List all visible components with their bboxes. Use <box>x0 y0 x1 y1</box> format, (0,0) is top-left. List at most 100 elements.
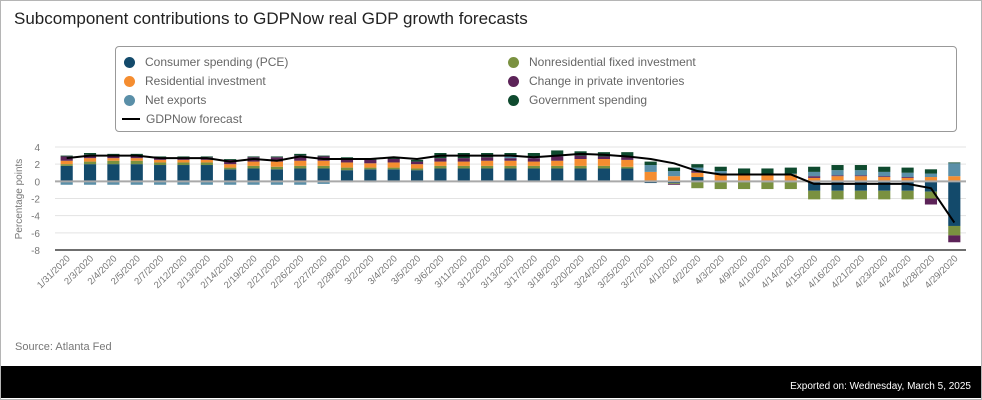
bar-segment-res[interactable] <box>317 160 330 166</box>
legend-item-gdpnow[interactable]: GDPNow forecast <box>122 111 242 127</box>
bar-segment-pce[interactable] <box>924 181 938 192</box>
bar-segment-inv[interactable] <box>107 155 120 159</box>
bar-segment-nx[interactable] <box>177 181 190 185</box>
bar-segment-res[interactable] <box>107 158 120 161</box>
bar-segment-nrfi[interactable] <box>667 183 681 184</box>
bar-segment-nrfi[interactable] <box>901 190 914 200</box>
bar-segment-nrfi[interactable] <box>434 165 447 169</box>
bar-segment-nrfi[interactable] <box>878 190 891 200</box>
bar-segment-gov[interactable] <box>667 167 681 172</box>
bar-segment-pce[interactable] <box>294 168 307 182</box>
bar-segment-res[interactable] <box>574 159 587 166</box>
bar-segment-gov[interactable] <box>831 165 844 171</box>
bar-segment-res[interactable] <box>878 177 891 182</box>
bar-segment-nx[interactable] <box>224 181 237 185</box>
bar-segment-inv[interactable] <box>364 159 377 164</box>
bar-segment-res[interactable] <box>948 176 961 182</box>
bar-segment-gov[interactable] <box>83 153 97 155</box>
bar-segment-nrfi[interactable] <box>621 166 634 169</box>
bar-segment-nx[interactable] <box>714 171 727 174</box>
bar-segment-nx[interactable] <box>878 171 891 177</box>
bar-segment-nx[interactable] <box>83 181 97 185</box>
bar-segment-pce[interactable] <box>60 165 73 182</box>
bar-segment-nrfi[interactable] <box>761 182 774 190</box>
bar-segment-nrfi[interactable] <box>527 165 540 169</box>
bar-segment-pce[interactable] <box>247 168 260 182</box>
bar-segment-res[interactable] <box>691 172 704 178</box>
bar-segment-nrfi[interactable] <box>784 182 797 190</box>
bar-segment-pce[interactable] <box>621 168 634 182</box>
bar-segment-res[interactable] <box>644 171 657 181</box>
bar-segment-res[interactable] <box>364 163 377 168</box>
bar-segment-pce[interactable] <box>317 168 330 182</box>
bar-segment-inv[interactable] <box>854 175 867 177</box>
legend-item-residential[interactable]: Residential investment <box>124 73 266 89</box>
bar-segment-inv[interactable] <box>597 156 611 160</box>
bar-segment-nrfi[interactable] <box>154 162 167 166</box>
bar-segment-pce[interactable] <box>854 181 867 191</box>
bar-segment-nrfi[interactable] <box>340 167 354 171</box>
bar-segment-inv[interactable] <box>294 155 307 161</box>
bar-segment-inv[interactable] <box>410 161 424 165</box>
bar-segment-pce[interactable] <box>387 169 400 182</box>
bar-segment-pce[interactable] <box>410 170 424 182</box>
bar-segment-res[interactable] <box>434 161 447 166</box>
bar-segment-pce[interactable] <box>574 168 587 182</box>
bar-segment-gov[interactable] <box>317 155 330 157</box>
bar-segment-inv[interactable] <box>621 157 634 160</box>
bar-segment-gov[interactable] <box>527 153 540 157</box>
bar-segment-res[interactable] <box>667 176 681 182</box>
bar-segment-pce[interactable] <box>457 168 470 182</box>
bar-segment-nrfi[interactable] <box>457 165 470 169</box>
bar-segment-pce[interactable] <box>901 181 914 191</box>
bar-segment-gov[interactable] <box>340 157 354 159</box>
bar-segment-inv[interactable] <box>948 235 961 243</box>
bar-segment-pce[interactable] <box>364 169 377 182</box>
bar-segment-gov[interactable] <box>621 152 634 158</box>
bar-segment-nx[interactable] <box>60 181 73 185</box>
bar-segment-res[interactable] <box>621 159 634 167</box>
bar-segment-gov[interactable] <box>854 165 867 171</box>
bar-segment-res[interactable] <box>60 160 73 165</box>
bar-segment-nx[interactable] <box>854 170 867 176</box>
bar-segment-pce[interactable] <box>597 168 611 182</box>
bar-segment-nx[interactable] <box>247 181 260 185</box>
bar-segment-nrfi[interactable] <box>83 161 97 165</box>
bar-segment-inv[interactable] <box>551 156 564 161</box>
bar-segment-gov[interactable] <box>270 156 283 158</box>
bar-segment-res[interactable] <box>200 159 213 163</box>
bar-segment-res[interactable] <box>177 159 190 163</box>
bar-segment-inv[interactable] <box>878 176 891 178</box>
bar-segment-res[interactable] <box>130 158 143 161</box>
bar-segment-gov[interactable] <box>200 156 213 158</box>
bar-segment-pce[interactable] <box>831 181 844 191</box>
bar-segment-nrfi[interactable] <box>200 162 213 166</box>
bar-segment-gov[interactable] <box>177 156 190 158</box>
bar-segment-gov[interactable] <box>644 161 657 166</box>
bar-segment-nx[interactable] <box>924 173 938 178</box>
bar-segment-res[interactable] <box>854 176 867 182</box>
bar-segment-nrfi[interactable] <box>410 168 424 171</box>
bar-segment-nrfi[interactable] <box>924 191 938 199</box>
bar-segment-inv[interactable] <box>831 175 844 177</box>
bar-segment-nrfi[interactable] <box>948 225 961 236</box>
bar-segment-res[interactable] <box>410 164 424 169</box>
bar-segment-nx[interactable] <box>107 181 120 185</box>
bar-segment-gov[interactable] <box>924 169 938 174</box>
bar-segment-nx[interactable] <box>154 181 167 185</box>
bar-segment-gov[interactable] <box>154 156 167 158</box>
bar-segment-inv[interactable] <box>340 158 354 163</box>
bar-segment-pce[interactable] <box>107 164 120 182</box>
legend-item-pce[interactable]: Consumer spending (PCE) <box>124 54 288 70</box>
bar-segment-inv[interactable] <box>481 157 494 161</box>
bar-segment-pce[interactable] <box>551 168 564 182</box>
bar-segment-res[interactable] <box>714 174 727 182</box>
bar-segment-res[interactable] <box>387 162 400 168</box>
bar-segment-pce[interactable] <box>527 168 540 182</box>
bar-segment-res[interactable] <box>154 159 167 163</box>
bar-segment-res[interactable] <box>247 161 260 166</box>
bar-segment-gov[interactable] <box>691 164 704 168</box>
bar-segment-pce[interactable] <box>808 181 821 191</box>
legend-item-nonres-fixed[interactable]: Nonresidential fixed investment <box>508 54 696 70</box>
bar-segment-pce[interactable] <box>83 164 97 182</box>
